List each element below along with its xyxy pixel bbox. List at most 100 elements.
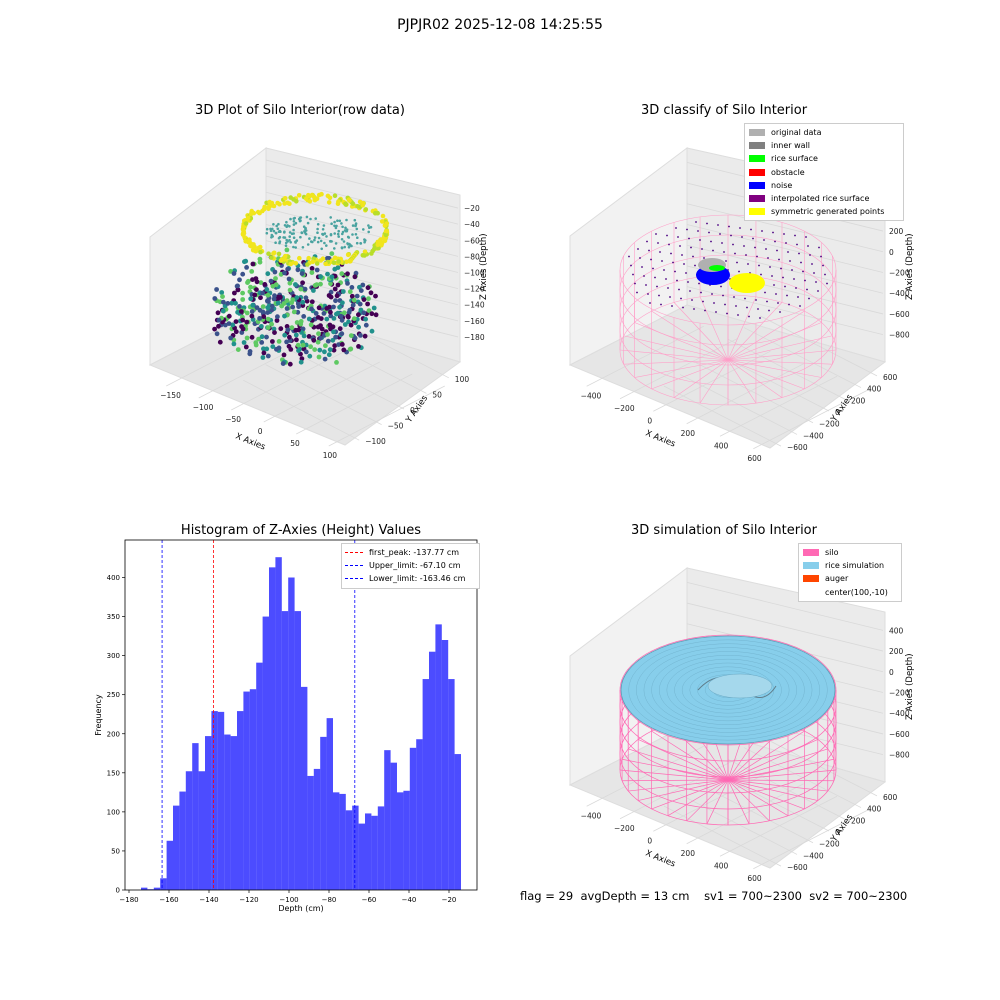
data-point bbox=[331, 329, 336, 335]
data-point bbox=[332, 193, 338, 198]
data-point bbox=[313, 311, 319, 316]
data-point bbox=[325, 338, 331, 344]
z-tick-label: −160 bbox=[464, 317, 485, 326]
interpolated-point bbox=[717, 224, 719, 226]
x-tick-label: −20 bbox=[442, 896, 457, 904]
interpolated-point bbox=[736, 261, 738, 264]
interpolated-point bbox=[782, 276, 784, 279]
data-point bbox=[272, 269, 278, 275]
data-point bbox=[232, 290, 237, 296]
interpolated-point bbox=[649, 302, 651, 304]
interpolated-point bbox=[772, 231, 774, 234]
data-point bbox=[316, 354, 322, 360]
legend-label: noise bbox=[771, 180, 793, 190]
data-point bbox=[347, 198, 352, 203]
data-point bbox=[268, 278, 274, 284]
z-tick-label: −600 bbox=[889, 310, 910, 319]
y-tick-label: 600 bbox=[883, 373, 898, 382]
y-tick-label: 50 bbox=[111, 847, 120, 855]
data-point bbox=[296, 327, 301, 333]
data-point bbox=[306, 255, 311, 261]
z-axis-label: Z Axies (Depth) bbox=[905, 233, 915, 300]
data-point bbox=[280, 361, 286, 366]
z-tick-label: −200 bbox=[889, 689, 910, 698]
histogram-bar bbox=[160, 878, 167, 890]
data-point bbox=[276, 339, 282, 344]
interpolated-point bbox=[773, 284, 775, 286]
interpolated-point bbox=[708, 231, 710, 234]
legend-item: symmetric generated points bbox=[749, 205, 899, 218]
data-point bbox=[296, 193, 302, 198]
data-point bbox=[248, 284, 253, 290]
data-point bbox=[331, 304, 336, 310]
data-point bbox=[249, 208, 254, 214]
grid-line bbox=[727, 338, 846, 400]
histogram-bar bbox=[237, 711, 244, 890]
data-point bbox=[369, 311, 375, 317]
data-point bbox=[294, 241, 297, 244]
data-point bbox=[281, 352, 287, 358]
data-point bbox=[273, 276, 278, 281]
data-point bbox=[289, 241, 292, 244]
data-point bbox=[220, 294, 225, 299]
y-axis-label: Frequency bbox=[94, 694, 103, 736]
data-point bbox=[244, 335, 250, 341]
interpolated-point bbox=[800, 261, 802, 264]
x-axis-label: Depth (cm) bbox=[278, 904, 323, 913]
interpolated-point bbox=[815, 281, 817, 283]
y-tick-label: 100 bbox=[455, 375, 470, 384]
interpolated-point bbox=[715, 311, 717, 313]
x-tick-label: 400 bbox=[714, 861, 729, 870]
data-point bbox=[347, 259, 352, 264]
interpolated-point bbox=[747, 263, 749, 265]
data-point bbox=[306, 221, 310, 225]
data-point bbox=[356, 236, 359, 239]
data-point bbox=[341, 225, 344, 229]
data-point bbox=[312, 197, 318, 203]
data-point bbox=[219, 290, 225, 295]
z-tick-label: −400 bbox=[889, 709, 910, 718]
data-point bbox=[249, 269, 255, 274]
data-point bbox=[333, 220, 336, 224]
data-point bbox=[277, 201, 282, 207]
data-point bbox=[229, 300, 235, 306]
data-point bbox=[367, 224, 370, 227]
z-tick-label: −20 bbox=[464, 204, 480, 213]
interpolated-point bbox=[802, 270, 804, 273]
data-point bbox=[352, 274, 358, 280]
interpolated-point bbox=[704, 309, 706, 312]
legend-item: Upper_limit: -67.10 cm bbox=[345, 559, 476, 572]
data-point bbox=[334, 242, 338, 245]
interpolated-point bbox=[754, 246, 756, 249]
data-point bbox=[329, 239, 332, 243]
histogram-bar bbox=[173, 805, 180, 890]
data-point bbox=[226, 321, 232, 326]
data-point bbox=[347, 245, 351, 249]
data-point bbox=[340, 238, 344, 241]
data-point bbox=[274, 346, 279, 352]
interpolated-point bbox=[805, 236, 807, 238]
data-point bbox=[306, 316, 312, 322]
histogram-bar bbox=[371, 815, 378, 890]
histogram-bar bbox=[422, 679, 429, 890]
y-tick-label: 200 bbox=[851, 816, 866, 825]
interpolated-point bbox=[646, 240, 648, 243]
z-tick-label: 200 bbox=[889, 227, 904, 236]
data-point bbox=[351, 224, 355, 227]
data-point bbox=[249, 334, 255, 340]
data-point bbox=[244, 265, 249, 270]
x-tick-label: 200 bbox=[681, 429, 696, 438]
data-point bbox=[342, 240, 346, 243]
histogram-bar bbox=[205, 736, 212, 890]
data-point bbox=[336, 259, 341, 264]
interpolated-point bbox=[681, 254, 683, 256]
surface-mesh bbox=[659, 655, 797, 725]
histogram-bar bbox=[358, 823, 365, 890]
data-point bbox=[261, 350, 267, 356]
interpolated-point bbox=[789, 260, 791, 262]
data-point bbox=[260, 304, 266, 309]
interpolated-point bbox=[702, 300, 704, 303]
data-point bbox=[230, 322, 236, 328]
data-point bbox=[316, 240, 320, 244]
data-point bbox=[341, 310, 347, 316]
